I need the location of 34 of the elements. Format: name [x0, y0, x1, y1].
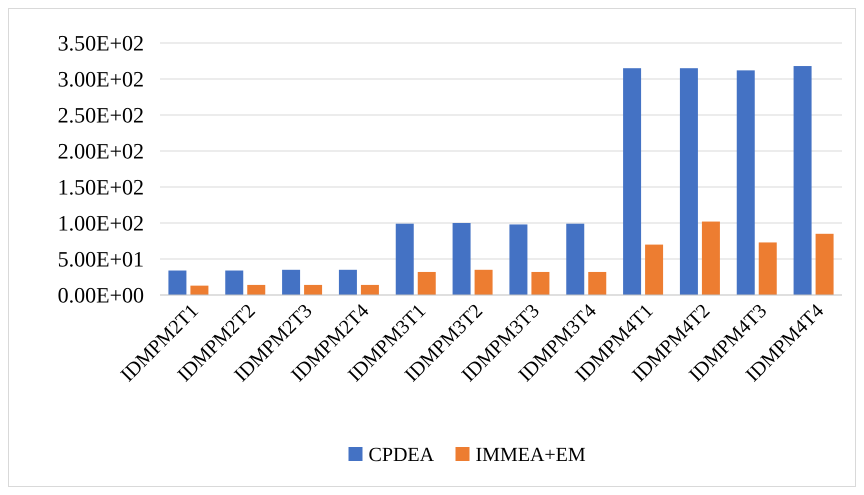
- bar: [190, 286, 208, 295]
- bar: [282, 270, 300, 295]
- bar: [396, 224, 414, 295]
- y-tick-label: 3.50E+02: [58, 30, 144, 56]
- y-tick-label: 5.00E+01: [58, 246, 144, 272]
- bar: [702, 222, 720, 295]
- bar: [168, 270, 186, 295]
- y-tick-label: 3.00E+02: [58, 66, 144, 92]
- y-tick-label: 0.00E+00: [58, 282, 144, 308]
- bar: [588, 272, 606, 295]
- bar: [360, 284, 379, 295]
- bar: [758, 242, 777, 295]
- y-tick-label: 2.50E+02: [58, 102, 144, 128]
- legend-label: CPDEA: [368, 444, 435, 466]
- bar: [531, 272, 550, 295]
- y-tick-label: 1.00E+02: [58, 210, 144, 236]
- legend-label: IMMEA+EM: [476, 444, 586, 466]
- bar: [623, 68, 642, 295]
- bar: [645, 244, 664, 295]
- bar: [736, 70, 755, 295]
- bar: [247, 284, 266, 295]
- bar: [566, 224, 584, 295]
- bar: [509, 224, 528, 295]
- bar: [452, 223, 471, 295]
- y-tick-label: 1.50E+02: [58, 174, 144, 200]
- bar: [304, 284, 322, 295]
- bar: [680, 68, 698, 295]
- bar: [794, 66, 812, 295]
- bar: [474, 270, 493, 295]
- y-tick-label: 2.00E+02: [58, 138, 144, 164]
- bar: [338, 270, 357, 295]
- bar: [225, 270, 244, 295]
- bar: [418, 272, 436, 295]
- bar: [816, 234, 834, 295]
